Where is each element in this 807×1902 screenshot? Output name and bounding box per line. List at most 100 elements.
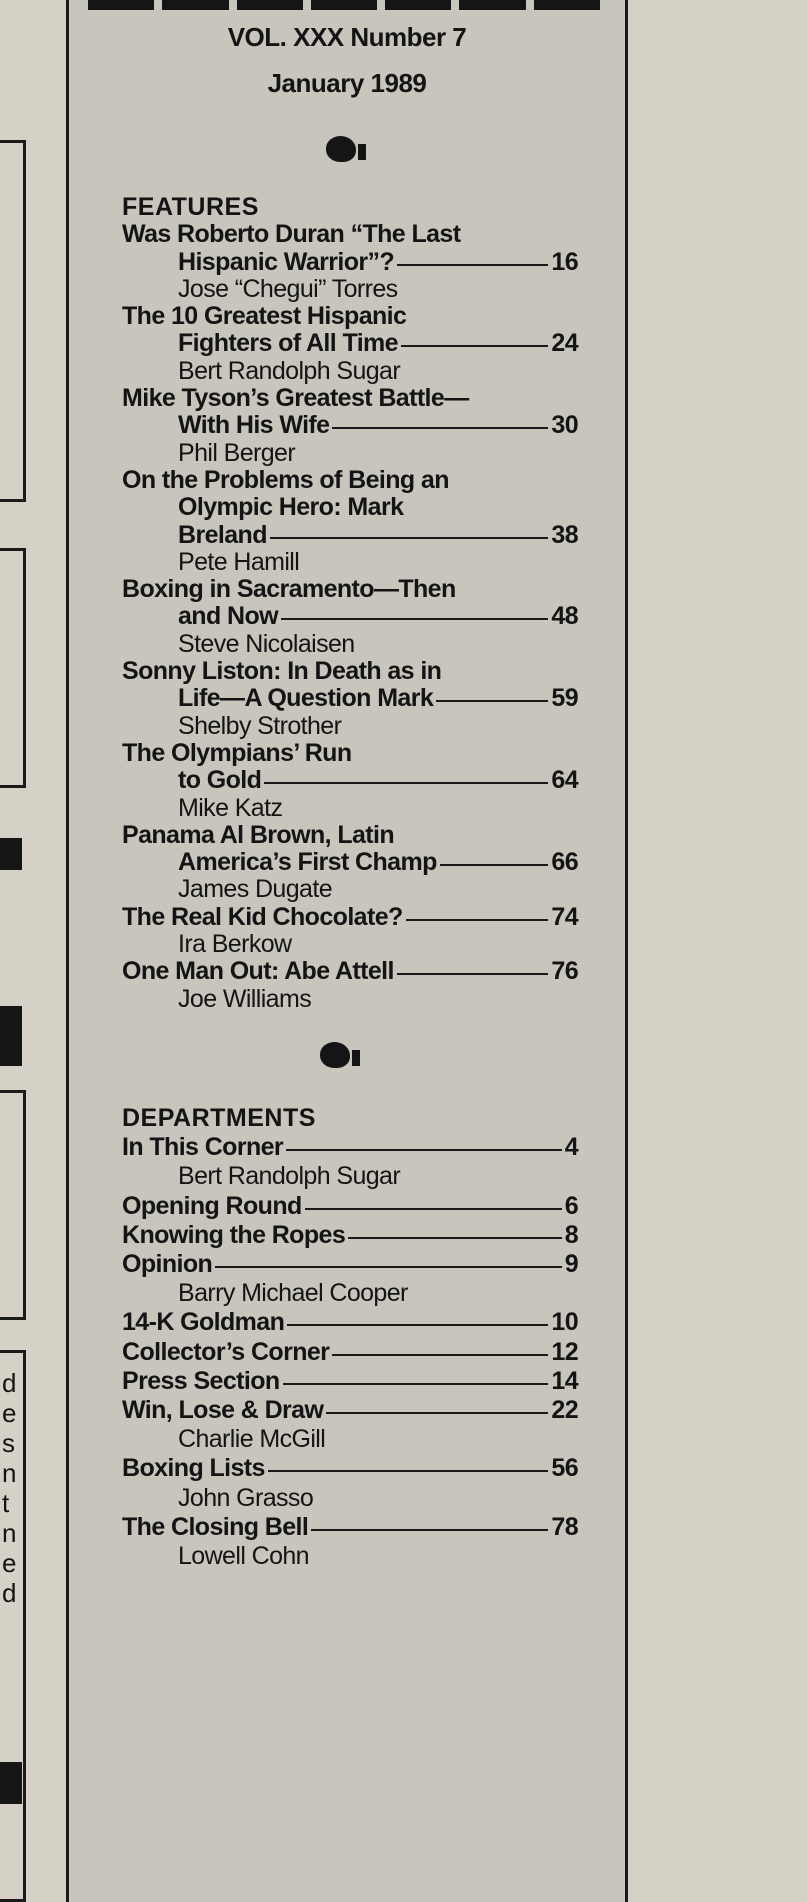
entry-author: Bert Randolph Sugar bbox=[178, 356, 401, 385]
toc-entry[interactable]: Collector’s Corner 12 bbox=[122, 1337, 579, 1367]
entry-author: Mike Katz bbox=[178, 793, 283, 822]
dot-leader bbox=[439, 864, 549, 867]
entry-title: In This Corner bbox=[122, 1133, 284, 1162]
toc-entry[interactable]: The 10 Greatest Hispanic Fighters of All … bbox=[122, 303, 579, 385]
toc-entry[interactable]: The Closing Bell 78 Lowell Cohn bbox=[122, 1512, 579, 1571]
toc-entry[interactable]: On the Problems of Being an Olympic Hero:… bbox=[122, 465, 579, 576]
page-number: 66 bbox=[551, 848, 578, 877]
page-number: 56 bbox=[551, 1454, 578, 1483]
dot-leader bbox=[264, 782, 549, 785]
toc-entry[interactable]: In This Corner 4 Bert Randolph Sugar bbox=[122, 1133, 579, 1191]
departments-section: DEPARTMENTS In This Corner 4 Bert Randolph… bbox=[122, 1104, 579, 1571]
toc-entry[interactable]: Opening Round 6 bbox=[122, 1191, 579, 1221]
page-number: 74 bbox=[551, 902, 578, 931]
entry-title: 14-K Goldman bbox=[122, 1308, 285, 1337]
page-number: 24 bbox=[551, 329, 578, 358]
toc-entry[interactable]: Boxing in Sacramento—Then and Now 48 Steve … bbox=[122, 576, 579, 658]
text-fragment: e bbox=[2, 1548, 17, 1578]
toc-entry[interactable]: Press Section 14 bbox=[122, 1366, 579, 1396]
toc-entry[interactable]: Boxing Lists 56 John Grasso bbox=[122, 1454, 579, 1512]
text-fragment: n bbox=[2, 1458, 17, 1488]
left-column-bar bbox=[0, 1762, 22, 1804]
page-number: 12 bbox=[551, 1337, 578, 1366]
entry-title: and Now bbox=[178, 602, 279, 631]
page-number: 6 bbox=[564, 1191, 579, 1220]
toc-entry[interactable]: The Real Kid Chocolate? 74 Ira Berkow bbox=[122, 902, 579, 959]
dot-leader bbox=[269, 536, 549, 539]
entry-title: Sonny Liston: In Death as in bbox=[122, 657, 442, 686]
page-number: 38 bbox=[551, 520, 578, 549]
toc-entry[interactable]: Panama Al Brown, Latin America’s First Ch… bbox=[122, 821, 579, 904]
toc-entry[interactable]: Was Roberto Duran “The Last Hispanic Warr… bbox=[122, 221, 579, 303]
entry-title-line: Mike Tyson’s Greatest Battle— bbox=[122, 384, 578, 412]
page-number: 14 bbox=[551, 1366, 578, 1395]
features-heading: FEATURES bbox=[122, 193, 259, 221]
toc-entry[interactable]: One Man Out: Abe Attell 76 Joe Williams bbox=[122, 958, 579, 1013]
toc-entry[interactable]: Knowing the Ropes 8 bbox=[122, 1220, 579, 1250]
features-section: FEATURES Was Roberto Duran “The Last Hisp… bbox=[122, 193, 579, 1013]
entry-title: Boxing Lists bbox=[122, 1454, 265, 1483]
entry-title-line: Was Roberto Duran “The Last bbox=[122, 221, 578, 248]
left-column-bar bbox=[0, 838, 22, 870]
entry-title: The 10 Greatest Hispanic bbox=[122, 302, 407, 331]
entry-title: Was Roberto Duran “The Last bbox=[122, 220, 461, 249]
text-fragment: n bbox=[2, 1518, 17, 1548]
entry-author: Steve Nicolaisen bbox=[178, 629, 355, 658]
dot-leader bbox=[326, 1412, 549, 1415]
page-number: 8 bbox=[564, 1220, 579, 1249]
entry-title: Life—A Question Mark bbox=[178, 684, 434, 713]
entry-title-line: to Gold 64 bbox=[122, 766, 579, 795]
entry-title-line: Collector’s Corner 12 bbox=[122, 1337, 579, 1367]
dot-leader bbox=[280, 618, 549, 621]
entry-title-line: The 10 Greatest Hispanic bbox=[122, 303, 578, 330]
page-number: 9 bbox=[564, 1250, 579, 1279]
toc-entry[interactable]: Opinion 9 Barry Michael Cooper bbox=[122, 1250, 579, 1308]
entry-title-line: The Olympians’ Run bbox=[122, 738, 578, 767]
entry-author: Lowell Cohn bbox=[178, 1542, 310, 1571]
text-fragment: s bbox=[2, 1428, 15, 1458]
entry-author: Pete Hamill bbox=[178, 547, 300, 576]
dot-leader bbox=[304, 1207, 562, 1210]
toc-entry[interactable]: Win, Lose & Draw 22 Charlie McGill bbox=[122, 1396, 579, 1454]
entry-author: Joe Williams bbox=[178, 984, 312, 1013]
left-column-box bbox=[0, 1350, 26, 1902]
dot-leader bbox=[311, 1528, 549, 1531]
entry-title: On the Problems of Being an bbox=[122, 465, 450, 494]
entry-title-line: 14-K Goldman 10 bbox=[122, 1308, 579, 1337]
toc-entry[interactable]: 14-K Goldman 10 bbox=[122, 1308, 579, 1337]
dot-leader bbox=[397, 263, 549, 266]
entry-title: to Gold bbox=[178, 766, 262, 795]
entry-author: Phil Berger bbox=[178, 438, 296, 467]
entry-title-line: Knowing the Ropes 8 bbox=[122, 1220, 579, 1250]
entry-author: James Dugate bbox=[178, 875, 333, 904]
entry-title: The Closing Bell bbox=[122, 1512, 309, 1541]
entry-title: Opinion bbox=[122, 1250, 213, 1279]
page-number: 22 bbox=[551, 1396, 578, 1425]
entry-title: The Olympians’ Run bbox=[122, 738, 352, 767]
entry-title-line: Hispanic Warrior”? 16 bbox=[122, 247, 579, 276]
entry-title-line: In This Corner 4 bbox=[122, 1133, 579, 1162]
toc-entry[interactable]: Mike Tyson’s Greatest Battle— With His Wi… bbox=[122, 384, 579, 467]
page-number: 59 bbox=[551, 684, 578, 713]
entry-title-line: Opening Round 6 bbox=[122, 1191, 579, 1221]
page-number: 64 bbox=[551, 766, 578, 795]
entry-author: John Grasso bbox=[178, 1483, 314, 1512]
toc-entry[interactable]: The Olympians’ Run to Gold 64 Mike Katz bbox=[122, 738, 579, 822]
entry-title: Win, Lose & Draw bbox=[122, 1396, 324, 1425]
entry-title-line: and Now 48 bbox=[122, 602, 579, 631]
page-number: 16 bbox=[551, 247, 578, 276]
dot-leader bbox=[348, 1236, 562, 1239]
page-number: 78 bbox=[551, 1512, 578, 1541]
boxing-glove-icon bbox=[326, 134, 370, 162]
entry-title: Collector’s Corner bbox=[122, 1337, 330, 1366]
entry-author: Barry Michael Cooper bbox=[178, 1279, 408, 1308]
entry-title: Olympic Hero: Mark bbox=[178, 493, 404, 522]
toc-entry[interactable]: Sonny Liston: In Death as in Life—A Quest… bbox=[122, 657, 579, 740]
dot-leader bbox=[215, 1266, 562, 1269]
entry-title-line: One Man Out: Abe Attell 76 bbox=[122, 958, 579, 986]
volume-number: VOL. XXX Number 7 bbox=[227, 22, 467, 52]
entry-title-line: The Closing Bell 78 bbox=[122, 1512, 579, 1542]
left-column-bar bbox=[0, 1006, 22, 1066]
departments-heading: DEPARTMENTS bbox=[122, 1104, 316, 1132]
entry-author: Jose “Chegui” Torres bbox=[178, 274, 398, 303]
